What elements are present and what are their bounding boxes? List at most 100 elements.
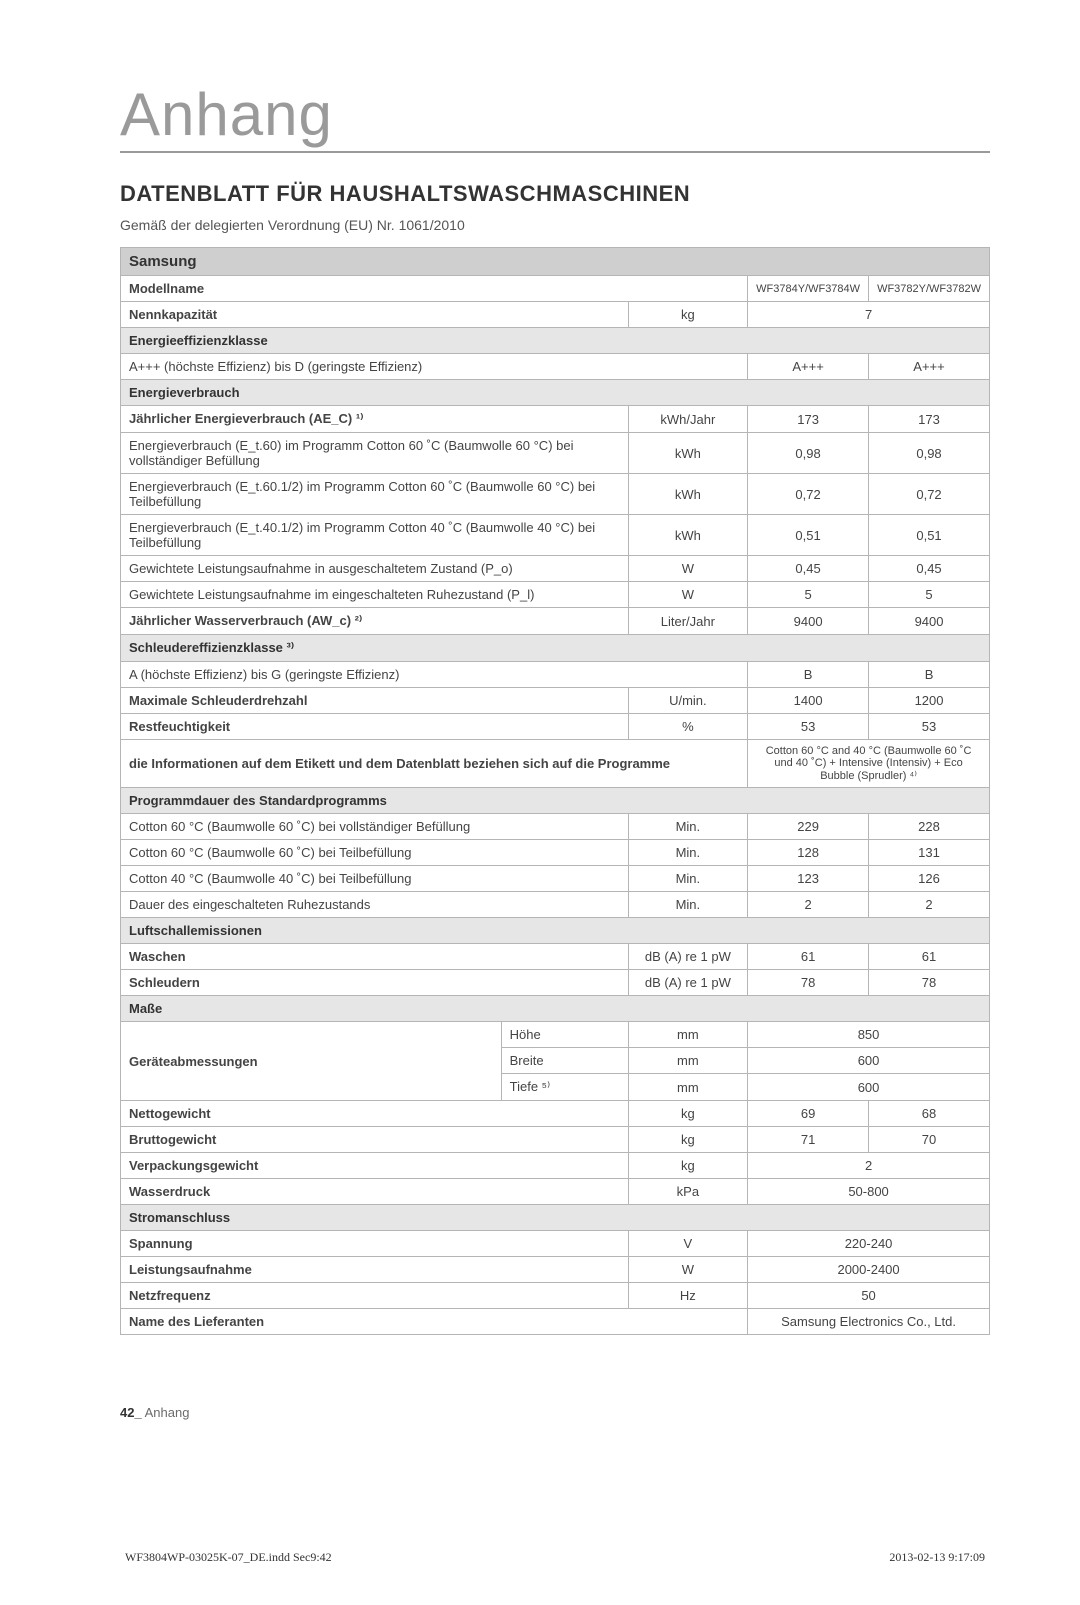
table-row: Schleudereffizienzklasse ³⁾ — [121, 635, 990, 662]
dur60h-v1: 128 — [748, 840, 869, 866]
netwt-v2: 68 — [869, 1101, 990, 1127]
po-label: Gewichtete Leistungsaufnahme in ausgesch… — [121, 556, 629, 582]
netwt-unit: kg — [628, 1101, 748, 1127]
dim-h-sub: Höhe — [501, 1022, 628, 1048]
supplier-val: Samsung Electronics Co., Ltd. — [748, 1309, 990, 1335]
spin-speed-v2: 1200 — [869, 688, 990, 714]
grosswt-label: Bruttogewicht — [121, 1127, 629, 1153]
spin-class-v1: B — [748, 662, 869, 688]
table-row: Maße — [121, 996, 990, 1022]
voltage-unit: V — [628, 1231, 748, 1257]
et40h-v2: 0,51 — [869, 515, 990, 556]
dims-hdr: Maße — [121, 996, 990, 1022]
dur60h-v2: 131 — [869, 840, 990, 866]
et60h-unit: kWh — [628, 474, 748, 515]
noise-hdr: Luftschallemissionen — [121, 918, 990, 944]
table-row: Nettogewicht kg 69 68 — [121, 1101, 990, 1127]
noise-spin-label: Schleudern — [121, 970, 629, 996]
table-row: Samsung — [121, 248, 990, 276]
table-row: Cotton 40 °C (Baumwolle 40 ˚C) bei Teilb… — [121, 866, 990, 892]
pressure-label: Wasserdruck — [121, 1179, 629, 1205]
power-val: 2000-2400 — [748, 1257, 990, 1283]
noise-wash-v2: 61 — [869, 944, 990, 970]
footer-section: Anhang — [142, 1405, 190, 1420]
noise-wash-v1: 61 — [748, 944, 869, 970]
annual-energy-label: Jährlicher Energieverbrauch (AE_C) ¹⁾ — [121, 406, 629, 433]
table-row: Gewichtete Leistungsaufnahme in ausgesch… — [121, 556, 990, 582]
dur60f-v1: 229 — [748, 814, 869, 840]
et60h-v2: 0,72 — [869, 474, 990, 515]
capacity-unit: kg — [628, 302, 748, 328]
dur60h-unit: Min. — [628, 840, 748, 866]
et40h-label: Energieverbrauch (E_t.40.1/2) im Program… — [121, 515, 629, 556]
capacity-label: Nennkapazität — [121, 302, 629, 328]
voltage-val: 220-240 — [748, 1231, 990, 1257]
supplier-label: Name des Lieferanten — [121, 1309, 748, 1335]
moisture-label: Restfeuchtigkeit — [121, 714, 629, 740]
table-row: Geräteabmessungen Höhe mm 850 — [121, 1022, 990, 1048]
brand-cell: Samsung — [121, 248, 990, 276]
table-row: Luftschallemissionen — [121, 918, 990, 944]
spin-hdr: Schleudereffizienzklasse ³⁾ — [121, 635, 990, 662]
dim-d-val: 600 — [748, 1074, 990, 1101]
power-label: Leistungsaufnahme — [121, 1257, 629, 1283]
dur40h-v2: 126 — [869, 866, 990, 892]
pressure-unit: kPa — [628, 1179, 748, 1205]
pl-unit: W — [628, 582, 748, 608]
table-row: A (höchste Effizienz) bis G (geringste E… — [121, 662, 990, 688]
grosswt-v2: 70 — [869, 1127, 990, 1153]
dims-label: Geräteabmessungen — [121, 1022, 502, 1101]
annual-energy-v2: 173 — [869, 406, 990, 433]
noise-wash-unit: dB (A) re 1 pW — [628, 944, 748, 970]
dim-w-unit: mm — [628, 1048, 748, 1074]
table-row: Energieverbrauch (E_t.60.1/2) im Program… — [121, 474, 990, 515]
eff-class-hdr: Energieeffizienzklasse — [121, 328, 990, 354]
print-footer: WF3804WP-03025K-07_DE.indd Sec9:42 2013-… — [120, 1550, 990, 1565]
dim-d-unit: mm — [628, 1074, 748, 1101]
packwt-unit: kg — [628, 1153, 748, 1179]
table-row: Netzfrequenz Hz 50 — [121, 1283, 990, 1309]
dur40h-v1: 123 — [748, 866, 869, 892]
po-v2: 0,45 — [869, 556, 990, 582]
table-row: Wasserdruck kPa 50-800 — [121, 1179, 990, 1205]
dur60h-label: Cotton 60 °C (Baumwolle 60 ˚C) bei Teilb… — [121, 840, 629, 866]
pl-label: Gewichtete Leistungsaufnahme im eingesch… — [121, 582, 629, 608]
netwt-label: Nettogewicht — [121, 1101, 629, 1127]
spin-speed-label: Maximale Schleuderdrehzahl — [121, 688, 629, 714]
packwt-val: 2 — [748, 1153, 990, 1179]
page-title: Anhang — [120, 80, 990, 153]
print-timestamp: 2013-02-13 9:17:09 — [889, 1550, 985, 1565]
page-footer: 42_ Anhang — [120, 1405, 990, 1420]
table-row: Nennkapazität kg 7 — [121, 302, 990, 328]
dur40h-unit: Min. — [628, 866, 748, 892]
water-v1: 9400 — [748, 608, 869, 635]
spin-speed-v1: 1400 — [748, 688, 869, 714]
table-row: Jährlicher Energieverbrauch (AE_C) ¹⁾ kW… — [121, 406, 990, 433]
dur60f-v2: 228 — [869, 814, 990, 840]
moisture-v2: 53 — [869, 714, 990, 740]
voltage-label: Spannung — [121, 1231, 629, 1257]
table-row: Jährlicher Wasserverbrauch (AW_c) ²⁾ Lit… — [121, 608, 990, 635]
freq-val: 50 — [748, 1283, 990, 1309]
table-row: Stromanschluss — [121, 1205, 990, 1231]
moisture-unit: % — [628, 714, 748, 740]
water-v2: 9400 — [869, 608, 990, 635]
dim-w-sub: Breite — [501, 1048, 628, 1074]
pressure-val: 50-800 — [748, 1179, 990, 1205]
table-row: Leistungsaufnahme W 2000-2400 — [121, 1257, 990, 1283]
water-unit: Liter/Jahr — [628, 608, 748, 635]
et60-label: Energieverbrauch (E_t.60) im Programm Co… — [121, 433, 629, 474]
dur60f-unit: Min. — [628, 814, 748, 840]
dur60f-label: Cotton 60 °C (Baumwolle 60 ˚C) bei volls… — [121, 814, 629, 840]
model-2: WF3782Y/WF3782W — [869, 276, 990, 302]
noise-spin-unit: dB (A) re 1 pW — [628, 970, 748, 996]
packwt-label: Verpackungsgewicht — [121, 1153, 629, 1179]
et60-v2: 0,98 — [869, 433, 990, 474]
model-1: WF3784Y/WF3784W — [748, 276, 869, 302]
table-row: Spannung V 220-240 — [121, 1231, 990, 1257]
lefton-v2: 2 — [869, 892, 990, 918]
noise-spin-v2: 78 — [869, 970, 990, 996]
dim-w-val: 600 — [748, 1048, 990, 1074]
et60-v1: 0,98 — [748, 433, 869, 474]
annual-energy-unit: kWh/Jahr — [628, 406, 748, 433]
